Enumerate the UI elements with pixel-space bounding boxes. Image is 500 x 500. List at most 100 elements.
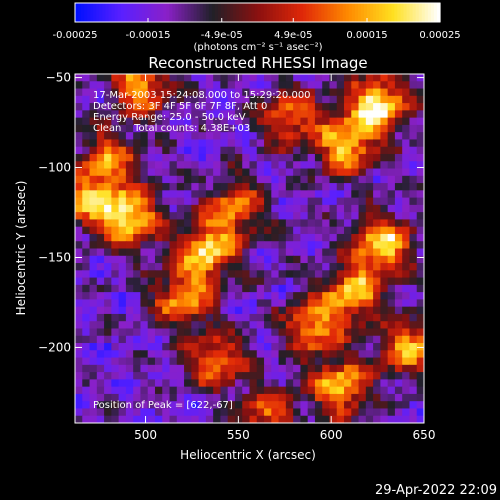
heatmap-cell [205, 328, 214, 337]
heatmap-cell [75, 248, 83, 257]
heatmap-cell [344, 248, 352, 257]
heatmap-cell [213, 357, 221, 366]
heatmap-cell [271, 328, 280, 337]
heatmap-cell [242, 277, 250, 286]
heatmap-cell [329, 408, 338, 417]
heatmap-cell [249, 335, 258, 344]
heatmap-cell [336, 401, 345, 409]
heatmap-cell [329, 255, 338, 264]
colorbar-cell [135, 3, 140, 22]
heatmap-cell [336, 233, 345, 242]
heatmap-cell [307, 146, 316, 155]
heatmap-cell [271, 168, 280, 177]
heatmap-cell [198, 110, 207, 119]
heatmap-cell [409, 139, 418, 148]
colorbar-cell [214, 3, 219, 22]
heatmap-cell [271, 81, 280, 90]
colorbar-cell [345, 3, 350, 22]
heatmap-cell [409, 233, 418, 242]
heatmap-cell [118, 132, 127, 140]
heatmap-cell [300, 139, 309, 148]
heatmap-cell [227, 357, 236, 366]
heatmap-cell [271, 284, 280, 293]
heatmap-cell [373, 255, 381, 264]
heatmap-cell [394, 393, 403, 402]
heatmap-cell [227, 284, 236, 293]
heatmap-cell [387, 81, 396, 90]
heatmap-cell [133, 153, 141, 162]
heatmap-cell [402, 393, 410, 402]
colorbar-cell [208, 3, 213, 22]
heatmap-cell [176, 284, 185, 293]
heatmap-cell [300, 183, 309, 191]
colorbar-cell [266, 3, 271, 22]
heatmap-cell [285, 219, 294, 228]
heatmap-cell [82, 270, 91, 279]
heatmap-cell [300, 401, 309, 409]
heatmap-cell [387, 306, 396, 315]
heatmap-cell [242, 364, 250, 373]
heatmap-cell [314, 241, 323, 249]
heatmap-cell [89, 270, 98, 279]
heatmap-cell [365, 204, 374, 213]
heatmap-cell [205, 81, 214, 90]
heatmap-cell [89, 263, 98, 271]
heatmap-cell [111, 335, 120, 344]
heatmap-cell [133, 219, 141, 228]
heatmap-cell [387, 379, 396, 388]
heatmap-cell [300, 335, 309, 344]
heatmap-cell [365, 248, 374, 257]
heatmap-cell [162, 248, 171, 257]
heatmap-cell [351, 190, 360, 199]
heatmap-cell [314, 415, 323, 424]
heatmap-cell [387, 313, 396, 322]
heatmap-cell [176, 110, 185, 119]
info-energy-range: Energy Range: 25.0 - 50.0 keV [93, 112, 246, 123]
heatmap-cell [329, 226, 338, 235]
heatmap-cell [300, 364, 309, 373]
heatmap-cell [205, 74, 214, 82]
heatmap-cell [89, 212, 98, 220]
colorbar-cell [251, 3, 256, 22]
heatmap-cell [140, 233, 149, 242]
heatmap-cell [344, 364, 352, 373]
heatmap-cell [271, 233, 280, 242]
heatmap-cell [380, 292, 389, 300]
heatmap-cell [184, 357, 192, 366]
heatmap-cell [162, 226, 171, 235]
heatmap-cell [264, 335, 272, 344]
heatmap-cell [213, 313, 221, 322]
heatmap-cell [125, 415, 134, 424]
heatmap-cell [147, 277, 156, 286]
heatmap-cell [242, 124, 250, 133]
heatmap-cell [96, 263, 105, 271]
heatmap-cell [293, 139, 301, 148]
heatmap-cell [394, 161, 403, 170]
heatmap-cell [307, 284, 316, 293]
heatmap-cell [278, 88, 287, 97]
heatmap-cell [394, 146, 403, 155]
heatmap-cell [336, 226, 345, 235]
heatmap-cell [104, 117, 112, 126]
heatmap-cell [82, 379, 91, 388]
heatmap-cell [314, 270, 323, 279]
heatmap-cell [271, 343, 280, 351]
heatmap-cell [111, 153, 120, 162]
heatmap-cell [176, 233, 185, 242]
heatmap-cell [184, 270, 192, 279]
heatmap-cell [125, 219, 134, 228]
heatmap-cell [133, 103, 141, 111]
heatmap-cell [125, 255, 134, 264]
heatmap-cell [104, 168, 112, 177]
heatmap-cell [89, 277, 98, 286]
heatmap-cell [380, 161, 389, 170]
heatmap-cell [191, 255, 200, 264]
colorbar-cell [239, 3, 243, 22]
heatmap-cell [387, 386, 396, 395]
heatmap-cell [416, 117, 425, 126]
heatmap-cell [213, 175, 221, 184]
heatmap-cell [191, 139, 200, 148]
heatmap-cell [278, 175, 287, 184]
heatmap-cell [205, 299, 214, 308]
